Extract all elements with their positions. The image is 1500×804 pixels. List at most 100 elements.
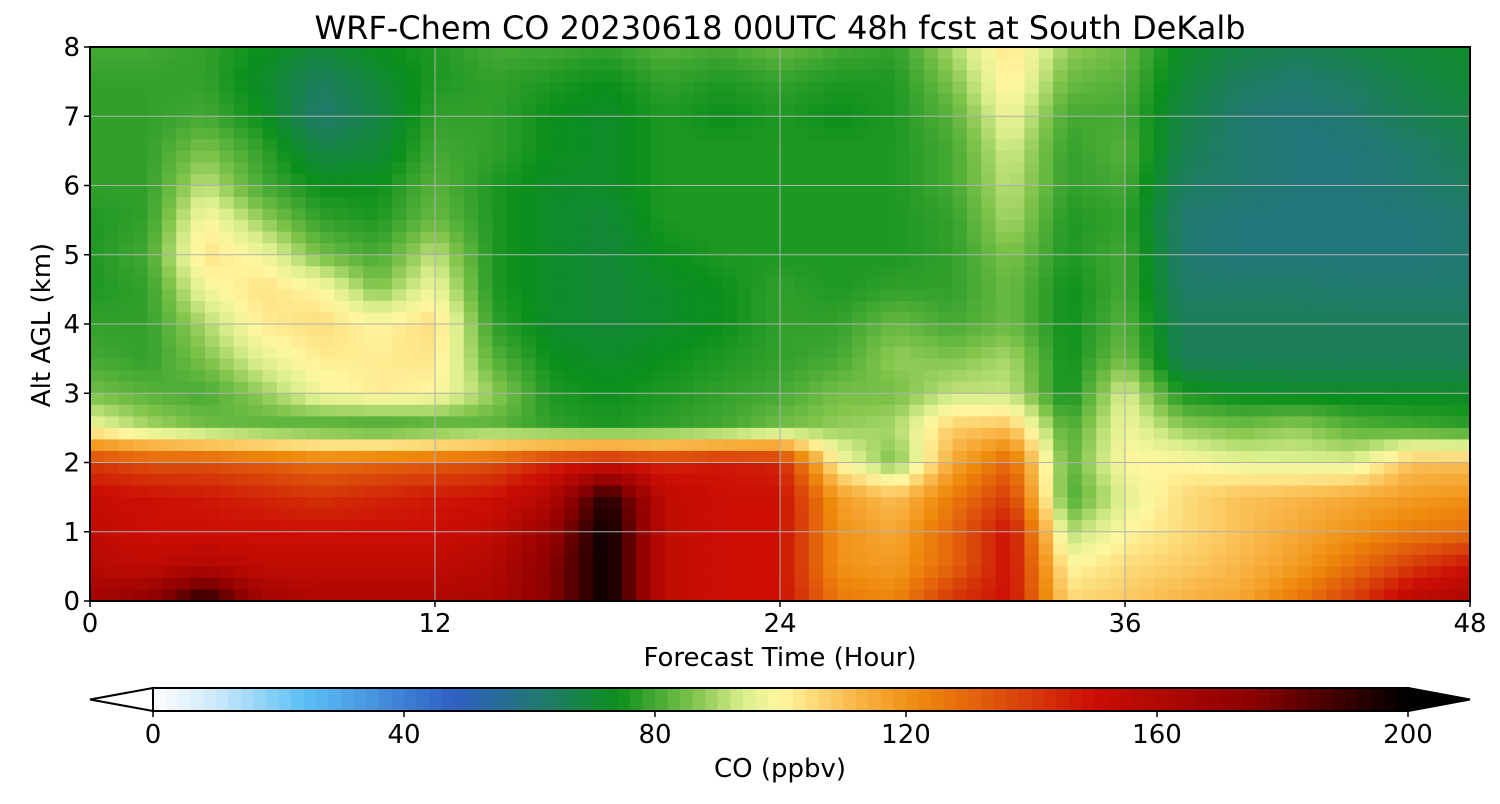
heatmap-cell	[607, 416, 623, 429]
heatmap-cell	[578, 231, 594, 244]
heatmap-cell	[205, 312, 220, 325]
heatmap-cell	[909, 93, 925, 106]
heatmap-cell	[636, 254, 652, 267]
heatmap-cell	[851, 197, 867, 210]
heatmap-cell	[708, 185, 724, 198]
colorbar-segment	[830, 688, 844, 711]
heatmap-cell	[765, 58, 781, 71]
heatmap-cell	[650, 300, 666, 314]
heatmap-cell	[521, 416, 537, 429]
heatmap-cell	[1153, 197, 1169, 210]
heatmap-cell	[305, 47, 321, 60]
heatmap-cell	[161, 474, 177, 487]
heatmap-cell	[1297, 220, 1313, 233]
heatmap-cell	[952, 289, 968, 302]
heatmap-cell	[636, 312, 652, 325]
heatmap-cell	[1024, 162, 1040, 175]
heatmap-cell	[291, 543, 307, 556]
heatmap-cell	[334, 127, 350, 140]
heatmap-cell	[118, 173, 134, 187]
heatmap-cell	[320, 531, 335, 544]
heatmap-cell	[607, 116, 623, 129]
heatmap-cell	[866, 450, 882, 464]
heatmap-cell	[276, 70, 292, 83]
heatmap-cell	[578, 197, 594, 210]
heatmap-cell	[1110, 381, 1126, 394]
heatmap-cell	[938, 404, 954, 417]
heatmap-cell	[1038, 127, 1054, 140]
heatmap-cell	[1168, 277, 1184, 290]
heatmap-cell	[1139, 254, 1155, 267]
heatmap-cell	[607, 150, 623, 164]
heatmap-cell	[535, 173, 551, 187]
heatmap-cell	[90, 173, 105, 187]
heatmap-cell	[995, 427, 1011, 441]
heatmap-cell	[492, 393, 508, 406]
heatmap-cell	[837, 589, 853, 602]
heatmap-cell	[765, 427, 781, 441]
heatmap-cell	[650, 439, 666, 452]
heatmap-cell	[1441, 554, 1457, 567]
heatmap-cell	[751, 47, 767, 60]
heatmap-cell	[837, 231, 853, 244]
heatmap-cell	[506, 427, 522, 441]
heatmap-cell	[1211, 300, 1227, 314]
heatmap-cell	[550, 474, 565, 487]
heatmap-cell	[794, 531, 810, 544]
colorbar-segment	[579, 688, 593, 711]
heatmap-cell	[463, 289, 479, 302]
heatmap-cell	[449, 554, 465, 567]
heatmap-cell	[320, 185, 335, 198]
heatmap-cell	[1311, 404, 1327, 417]
heatmap-cell	[995, 70, 1011, 83]
heatmap-cell	[751, 220, 767, 233]
heatmap-cell	[492, 566, 508, 579]
heatmap-cell	[420, 254, 436, 267]
heatmap-cell	[334, 93, 350, 106]
heatmap-cell	[1426, 47, 1442, 60]
heatmap-cell	[1240, 104, 1255, 117]
heatmap-cell	[262, 243, 278, 256]
heatmap-cell	[851, 589, 867, 602]
heatmap-cell	[679, 485, 695, 498]
heatmap-cell	[1240, 335, 1255, 348]
heatmap-cell	[118, 150, 134, 164]
heatmap-cell	[895, 485, 910, 498]
heatmap-cell	[1426, 404, 1442, 417]
heatmap-cell	[1254, 358, 1270, 371]
heatmap-cell	[348, 70, 364, 83]
heatmap-cell	[851, 450, 867, 464]
heatmap-cell	[391, 173, 407, 187]
heatmap-cell	[1240, 289, 1255, 302]
heatmap-cell	[880, 47, 896, 60]
heatmap-cell	[1168, 554, 1184, 567]
colorbar: 0 40 80 120 160 200	[89, 686, 1471, 750]
heatmap-cell	[765, 497, 781, 510]
heatmap-cell	[1168, 370, 1184, 383]
heatmap-cell	[1153, 104, 1169, 117]
heatmap-cell	[1196, 531, 1212, 544]
heatmap-cell	[1283, 531, 1299, 544]
heatmap-cell	[1139, 104, 1155, 117]
heatmap-cell	[823, 577, 839, 591]
heatmap-cell	[952, 474, 968, 487]
heatmap-cell	[118, 208, 134, 221]
heatmap-cell	[248, 150, 264, 164]
heatmap-cell	[751, 577, 767, 591]
heatmap-cell	[866, 554, 882, 567]
heatmap-cell	[578, 450, 594, 464]
heatmap-cell	[866, 81, 882, 94]
heatmap-cell	[1225, 450, 1241, 464]
heatmap-cell	[435, 266, 450, 279]
heatmap-cell	[377, 520, 393, 533]
heatmap-cell	[765, 347, 781, 360]
heatmap-cell	[1010, 289, 1025, 302]
heatmap-cell	[1081, 577, 1097, 591]
heatmap-cell	[262, 589, 278, 602]
heatmap-cell	[578, 485, 594, 498]
heatmap-cell	[1153, 116, 1169, 129]
heatmap-cell	[693, 254, 709, 267]
heatmap-cell	[1225, 197, 1241, 210]
heatmap-cell	[1225, 300, 1241, 314]
heatmap-cell	[593, 370, 609, 383]
